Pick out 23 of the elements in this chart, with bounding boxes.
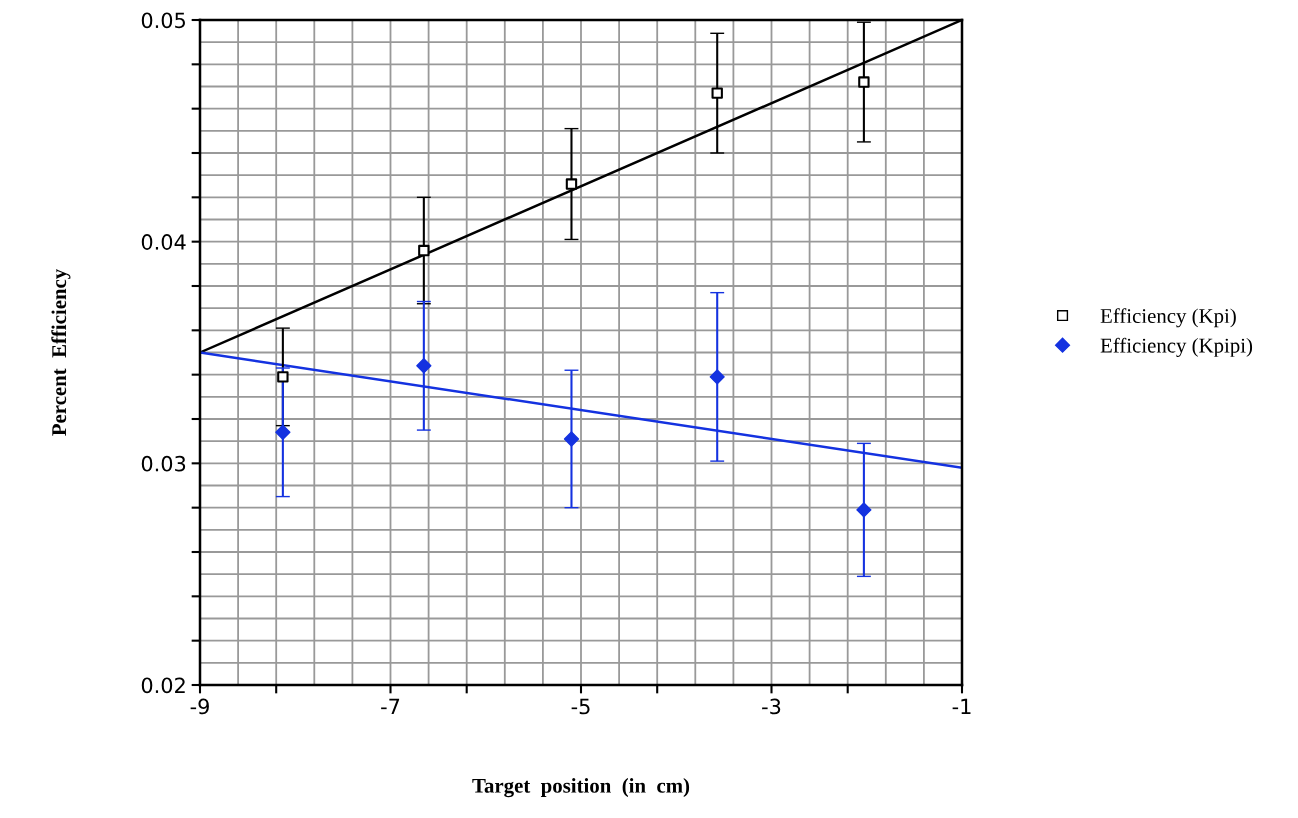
y-tick-label: 0.03 xyxy=(141,455,186,472)
point xyxy=(856,502,872,518)
point xyxy=(277,371,289,383)
point xyxy=(709,369,725,385)
x-tick-label: -9 xyxy=(190,698,209,715)
x-axis-title: Target position (in cm) xyxy=(472,778,690,798)
point xyxy=(418,244,430,257)
x-tick-label: -7 xyxy=(381,698,400,715)
point xyxy=(565,178,578,190)
point xyxy=(711,87,723,99)
y-tick-label: 0.05 xyxy=(141,12,185,29)
x-tick-label: -5 xyxy=(571,698,590,715)
point xyxy=(563,431,580,447)
y-tick-label: 0.04 xyxy=(141,234,186,250)
y-axis-title: Percent Efficiency xyxy=(51,269,71,436)
point xyxy=(275,424,291,440)
y-tick-label: 0.02 xyxy=(141,677,185,694)
x-tick-label: -1 xyxy=(952,698,971,715)
legend-label: Efficiency (Kpi) xyxy=(1100,308,1236,328)
point xyxy=(416,358,432,374)
legend-label: Efficiency (Kpipi) xyxy=(1100,337,1253,357)
point xyxy=(858,76,870,88)
x-tick-label: -3 xyxy=(762,698,781,715)
